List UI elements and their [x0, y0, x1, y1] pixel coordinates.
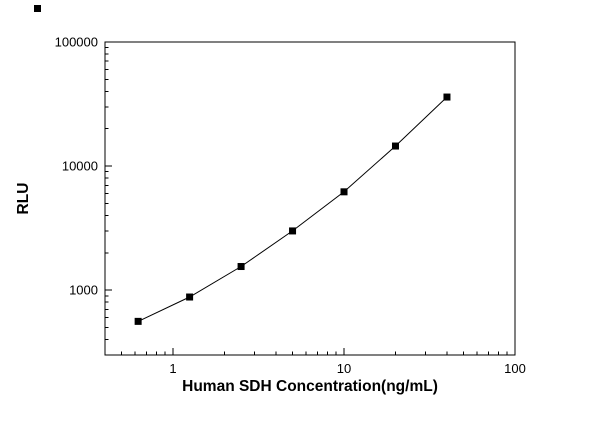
x-tick-label: 100 — [504, 361, 526, 376]
data-point-marker — [443, 93, 451, 101]
plot-frame — [104, 41, 516, 356]
data-point-marker — [237, 263, 245, 271]
black-square-icon — [34, 5, 41, 12]
series-line — [137, 96, 448, 322]
x-axis-title: Human SDH Concentration(ng/mL) — [182, 378, 438, 395]
data-point-marker — [186, 293, 194, 301]
y-tick-label: 1000 — [69, 283, 98, 298]
y-tick-label: 10000 — [62, 159, 98, 174]
x-tick-label: 1 — [169, 361, 176, 376]
y-axis-title: RLU — [15, 183, 32, 215]
y-tick-label: 100000 — [55, 35, 98, 50]
data-point-marker — [134, 317, 142, 325]
data-point-marker — [391, 142, 399, 150]
data-point-marker — [289, 227, 297, 235]
x-tick-label: 10 — [337, 361, 351, 376]
data-point-marker — [340, 188, 348, 196]
